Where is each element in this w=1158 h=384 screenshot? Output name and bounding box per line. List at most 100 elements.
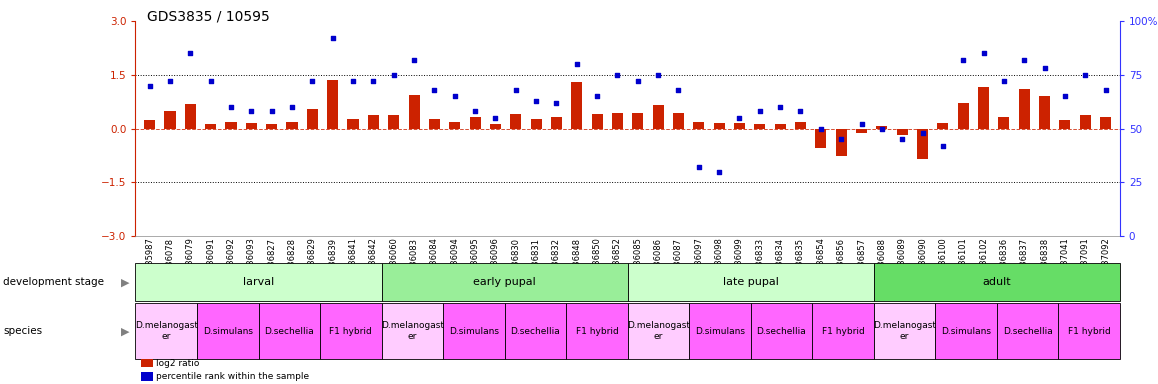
Bar [815, 129, 827, 148]
Text: D.melanogast
er: D.melanogast er [626, 321, 690, 341]
Text: F1 hybrid: F1 hybrid [821, 327, 864, 336]
Bar [328, 80, 338, 129]
Text: D.simulans: D.simulans [695, 327, 745, 336]
Bar [917, 129, 928, 159]
Bar [347, 119, 359, 129]
Bar [185, 104, 196, 129]
Text: adult: adult [982, 277, 1011, 287]
Text: D.simulans: D.simulans [941, 327, 991, 336]
Point [405, 57, 424, 63]
Point [852, 121, 871, 127]
Point [710, 169, 728, 175]
Bar [1100, 117, 1112, 129]
Point [527, 98, 545, 104]
Point [1097, 87, 1115, 93]
Bar [286, 122, 298, 129]
Text: percentile rank within the sample: percentile rank within the sample [156, 372, 309, 381]
Point [893, 136, 911, 142]
Text: F1 hybrid: F1 hybrid [576, 327, 618, 336]
Point [506, 87, 525, 93]
Bar [713, 123, 725, 129]
Text: D.melanogast
er: D.melanogast er [381, 321, 444, 341]
Text: GDS3835 / 10595: GDS3835 / 10595 [147, 10, 270, 23]
Text: development stage: development stage [3, 277, 104, 287]
Text: D.simulans: D.simulans [203, 327, 252, 336]
Point [608, 72, 626, 78]
Point [933, 143, 952, 149]
Text: early pupal: early pupal [474, 277, 536, 287]
Bar [1019, 89, 1029, 129]
Bar [1060, 120, 1070, 129]
Point [548, 100, 566, 106]
Text: ▶: ▶ [122, 277, 130, 287]
Bar [632, 113, 644, 129]
Point [364, 78, 382, 84]
Bar [469, 117, 481, 129]
Point [161, 78, 179, 84]
Point [567, 61, 586, 67]
Point [750, 108, 769, 114]
Point [1076, 72, 1094, 78]
Bar [998, 117, 1010, 129]
Bar [694, 122, 704, 129]
Point [344, 78, 362, 84]
Text: F1 hybrid: F1 hybrid [329, 327, 372, 336]
Point [222, 104, 241, 110]
Point [771, 104, 790, 110]
Bar [571, 82, 582, 129]
Text: ▶: ▶ [122, 326, 130, 336]
Bar [836, 129, 846, 156]
Point [1014, 57, 1033, 63]
Point [283, 104, 301, 110]
Point [731, 115, 749, 121]
Text: F1 hybrid: F1 hybrid [1068, 327, 1111, 336]
Point [263, 108, 281, 114]
Point [181, 50, 199, 56]
Point [486, 115, 505, 121]
Bar [1079, 115, 1091, 129]
Bar [979, 88, 989, 129]
Text: larval: larval [243, 277, 274, 287]
Bar [205, 124, 217, 129]
Bar [266, 124, 277, 129]
Bar [673, 113, 684, 129]
Bar [937, 123, 948, 129]
Point [466, 108, 484, 114]
Point [831, 136, 850, 142]
Bar [653, 105, 664, 129]
Text: D.sechellia: D.sechellia [1003, 327, 1053, 336]
Text: log2 ratio: log2 ratio [156, 359, 199, 368]
Bar [877, 126, 887, 129]
Bar [896, 129, 908, 135]
Point [140, 83, 159, 89]
Point [914, 130, 932, 136]
Text: D.melanogast
er: D.melanogast er [873, 321, 936, 341]
Bar [307, 109, 318, 129]
Text: species: species [3, 326, 43, 336]
Text: late pupal: late pupal [723, 277, 778, 287]
Point [1035, 65, 1054, 71]
Bar [368, 115, 379, 129]
Point [995, 78, 1013, 84]
Bar [856, 129, 867, 133]
Text: D.sechellia: D.sechellia [264, 327, 314, 336]
Point [323, 35, 342, 41]
Point [425, 87, 444, 93]
Bar [592, 114, 602, 129]
Bar [388, 115, 400, 129]
Bar [409, 94, 419, 129]
Point [384, 72, 403, 78]
Point [669, 87, 688, 93]
Text: D.melanogast
er: D.melanogast er [134, 321, 198, 341]
Point [629, 78, 647, 84]
Bar [530, 119, 542, 129]
Point [588, 93, 607, 99]
Bar [490, 124, 501, 129]
Bar [164, 111, 176, 129]
Bar [449, 122, 461, 129]
Bar [511, 114, 521, 129]
Text: D.simulans: D.simulans [449, 327, 499, 336]
Point [954, 57, 973, 63]
Point [873, 126, 892, 132]
Point [1056, 93, 1075, 99]
